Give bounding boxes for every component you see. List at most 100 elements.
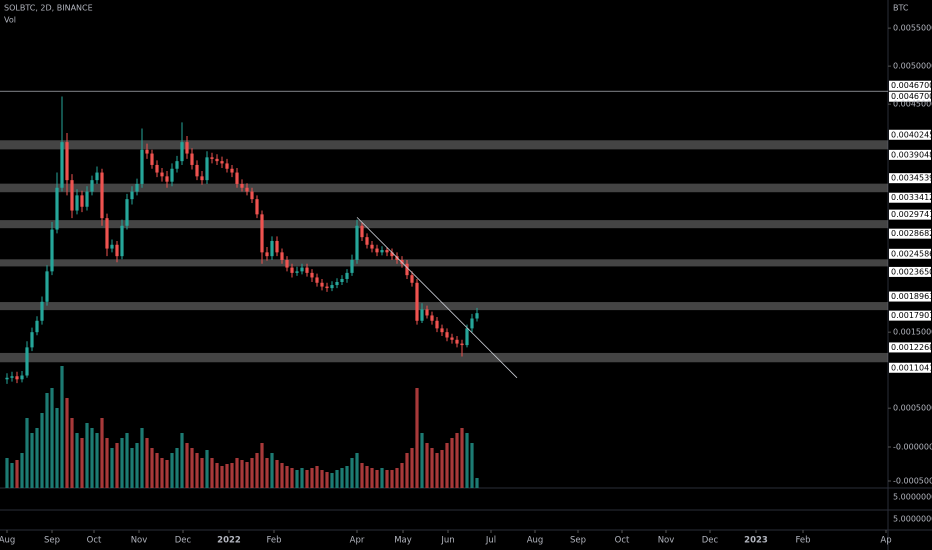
volume-bar [405,453,409,488]
candle-body [135,183,139,192]
zone-label-box [889,310,931,321]
volume-bar [80,438,84,488]
x-tick-label: 2022 [217,536,241,546]
volume-bar [370,468,374,488]
x-tick-label: Jul [485,536,496,546]
candle-body [430,315,434,321]
y-tick-label: 0.00500000 [893,62,932,71]
candle-body [385,250,389,253]
x-tick-label: 2023 [744,536,768,546]
candle-body [25,347,29,376]
volume-bar [165,460,169,488]
zone-band [0,352,888,363]
candle-body [65,142,69,181]
candle-body [80,195,84,207]
candle-body [425,309,429,316]
volume-bar [460,428,464,488]
pane-label: 5.00000000 [893,493,932,502]
candle-body [325,286,329,289]
volume-bar [50,388,54,488]
candle-body [250,191,254,200]
x-tick-label: Feb [266,536,281,546]
volume-bar [435,453,439,488]
volume-bar [290,468,294,488]
candle-body [175,161,179,169]
x-tick-label: Aug [527,536,544,546]
candle-body [240,183,244,188]
candle-body [110,244,114,249]
zone-label-box [889,129,931,140]
volume-bar [205,450,209,488]
volume-bar [335,470,339,488]
zone-band [0,140,888,150]
zone-label: 0.00110416 [891,363,932,372]
volume-bar [155,453,159,488]
pane-label: 5.00000000 [893,515,932,524]
volume-bar [380,468,384,488]
candle-body [305,267,309,273]
volume-bar [250,458,254,488]
candle-body [35,320,39,333]
volume-bar [395,468,399,488]
candle-body [375,248,379,253]
volume-bar [310,468,314,488]
volume-bar [130,448,134,488]
candle-body [130,191,134,200]
volume-bar [320,470,324,488]
candle-body [450,337,454,340]
candle-body [5,377,9,380]
volume-bar [265,458,269,488]
candle-body [145,149,149,154]
volume-bar [145,438,149,488]
candle-body [95,172,99,181]
volume-bar [430,448,434,488]
candle-body [215,158,219,162]
zone-label-box [889,228,931,239]
candle-body [20,375,24,380]
candle-body [390,252,394,257]
x-tick-label: Aug [0,536,15,546]
volume-bar [10,463,14,488]
x-tick-label: Oct [615,536,630,546]
volume-bar [235,458,239,488]
candle-body [185,142,189,154]
candle-body [260,214,264,253]
x-tick-label: Dec [175,536,192,546]
volume-bar [440,450,444,488]
volume-bar [415,388,419,488]
volume-bar [85,423,89,488]
volume-bar [120,438,124,488]
zone-band [0,259,888,267]
volume-bar [5,458,9,488]
volume-bar [15,460,19,488]
candle-body [235,172,239,184]
volume-bar [270,453,274,488]
candle-body [70,180,74,211]
x-tick-label: Feb [795,536,810,546]
candle-body [290,267,294,273]
candle-body [220,161,224,164]
candle-body [330,285,334,289]
candle-body [340,278,344,283]
zone-label-box [889,149,931,160]
volume-bar [325,472,329,488]
volume-bar [225,464,229,488]
volume-bar [25,418,29,488]
volume-bar [45,393,49,488]
candle-body [285,259,289,268]
volume-bar [110,448,114,488]
candle-body [265,252,269,257]
candle-body [205,157,209,181]
zone-label-box [889,342,931,353]
x-tick-label: Oct [87,536,102,546]
candle-body [10,376,14,378]
y-tick-label: 0.00550000 [893,24,932,33]
volume-bar [420,433,424,488]
volume-bar [75,433,79,488]
candle-body [30,332,34,348]
